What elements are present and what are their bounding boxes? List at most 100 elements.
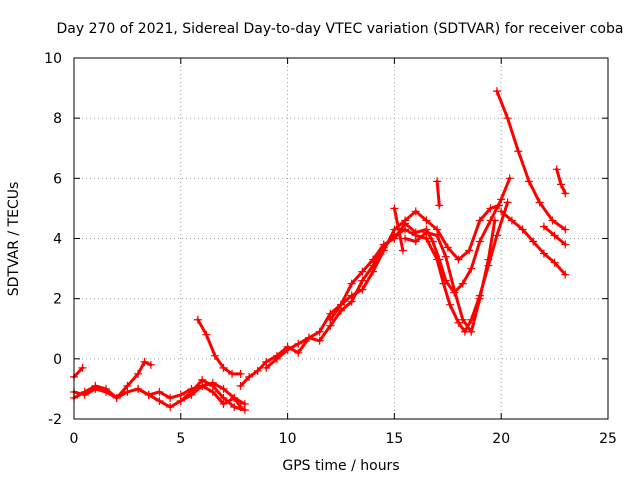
data-point — [262, 363, 271, 372]
data-point — [236, 369, 245, 378]
series-track-3 — [70, 357, 155, 402]
data-point — [539, 249, 548, 258]
data-point — [486, 204, 495, 213]
x-tick-label: 0 — [70, 431, 79, 447]
data-point — [390, 204, 399, 213]
data-point — [198, 381, 207, 390]
data-point — [337, 300, 345, 309]
data-point — [398, 246, 407, 255]
x-axis-label: GPS time / hours — [282, 458, 399, 474]
data-point — [240, 399, 249, 408]
data-point — [433, 231, 442, 240]
x-tick-labels: 0 5 10 15 20 25 — [70, 431, 617, 447]
data-point — [490, 216, 499, 225]
data-point — [492, 87, 501, 96]
data-point — [146, 360, 155, 369]
y-tick-label: 4 — [53, 232, 62, 248]
y-tick-labels: -2 0 2 4 6 8 10 — [44, 51, 62, 428]
series-track-15 — [539, 222, 570, 249]
data-point — [166, 393, 175, 402]
data-point — [503, 198, 512, 207]
data-point — [193, 315, 202, 324]
data-point — [422, 228, 431, 237]
data-point — [411, 207, 420, 216]
series-track-10 — [401, 216, 499, 336]
data-point — [187, 390, 196, 399]
data-point — [144, 390, 153, 399]
series-track-6 — [193, 315, 245, 378]
data-point — [441, 276, 450, 285]
data-point — [550, 258, 559, 267]
data-point — [475, 294, 484, 303]
series-line — [239, 203, 501, 388]
series-line — [495, 89, 567, 231]
data-point — [358, 276, 367, 285]
data-point — [435, 255, 444, 264]
data-point — [219, 399, 228, 408]
data-point — [518, 225, 527, 234]
data-point — [390, 234, 399, 243]
axis-ticks — [73, 57, 609, 420]
data-point — [441, 252, 450, 261]
data-point — [155, 396, 164, 405]
data-point — [78, 363, 87, 372]
data-point — [454, 255, 463, 264]
data-point — [561, 240, 570, 249]
data-point — [497, 207, 506, 216]
data-point — [176, 396, 185, 405]
x-tick-label: 15 — [385, 431, 403, 447]
data-point — [411, 237, 420, 246]
data-point — [315, 327, 324, 336]
data-point — [443, 243, 452, 252]
x-tick-label: 20 — [492, 431, 510, 447]
data-point — [450, 285, 459, 294]
data-series — [70, 87, 570, 414]
data-point — [134, 384, 143, 393]
data-point — [467, 264, 476, 273]
chart-title: Day 270 of 2021, Sidereal Day-to-day VTE… — [57, 21, 624, 37]
data-point — [219, 384, 228, 393]
data-point — [358, 285, 367, 294]
data-point — [219, 363, 228, 372]
data-point — [524, 177, 533, 186]
series-track-2 — [70, 378, 245, 411]
data-point — [497, 195, 506, 204]
series-line — [196, 318, 243, 376]
data-point — [557, 180, 566, 189]
data-point — [492, 231, 501, 240]
series-track-13 — [492, 87, 570, 234]
data-point — [458, 279, 467, 288]
data-point — [134, 369, 143, 378]
data-point — [140, 357, 149, 366]
series-track-11 — [390, 204, 407, 255]
data-point — [91, 381, 100, 390]
data-point — [401, 234, 410, 243]
y-axis-label: SDTVAR / TECUs — [6, 182, 22, 297]
data-point — [326, 315, 335, 324]
x-tick-label: 5 — [176, 431, 185, 447]
data-point — [539, 222, 548, 231]
data-point — [304, 333, 313, 342]
data-point — [294, 348, 303, 357]
data-point — [80, 387, 89, 396]
series-track-8 — [262, 198, 512, 372]
data-point — [272, 354, 281, 363]
data-point — [475, 216, 484, 225]
data-point — [561, 225, 570, 234]
data-point — [433, 177, 442, 186]
data-point — [283, 345, 292, 354]
data-point — [401, 219, 410, 228]
y-tick-label: 10 — [44, 51, 62, 67]
data-point — [369, 255, 378, 264]
data-point — [550, 231, 559, 240]
series-track-14 — [497, 207, 570, 279]
y-tick-label: 8 — [53, 111, 62, 127]
data-point — [467, 327, 476, 336]
data-point — [475, 237, 484, 246]
data-point — [411, 228, 420, 237]
data-point — [535, 198, 544, 207]
data-point — [102, 384, 111, 393]
data-point — [422, 216, 431, 225]
data-point — [294, 339, 303, 348]
